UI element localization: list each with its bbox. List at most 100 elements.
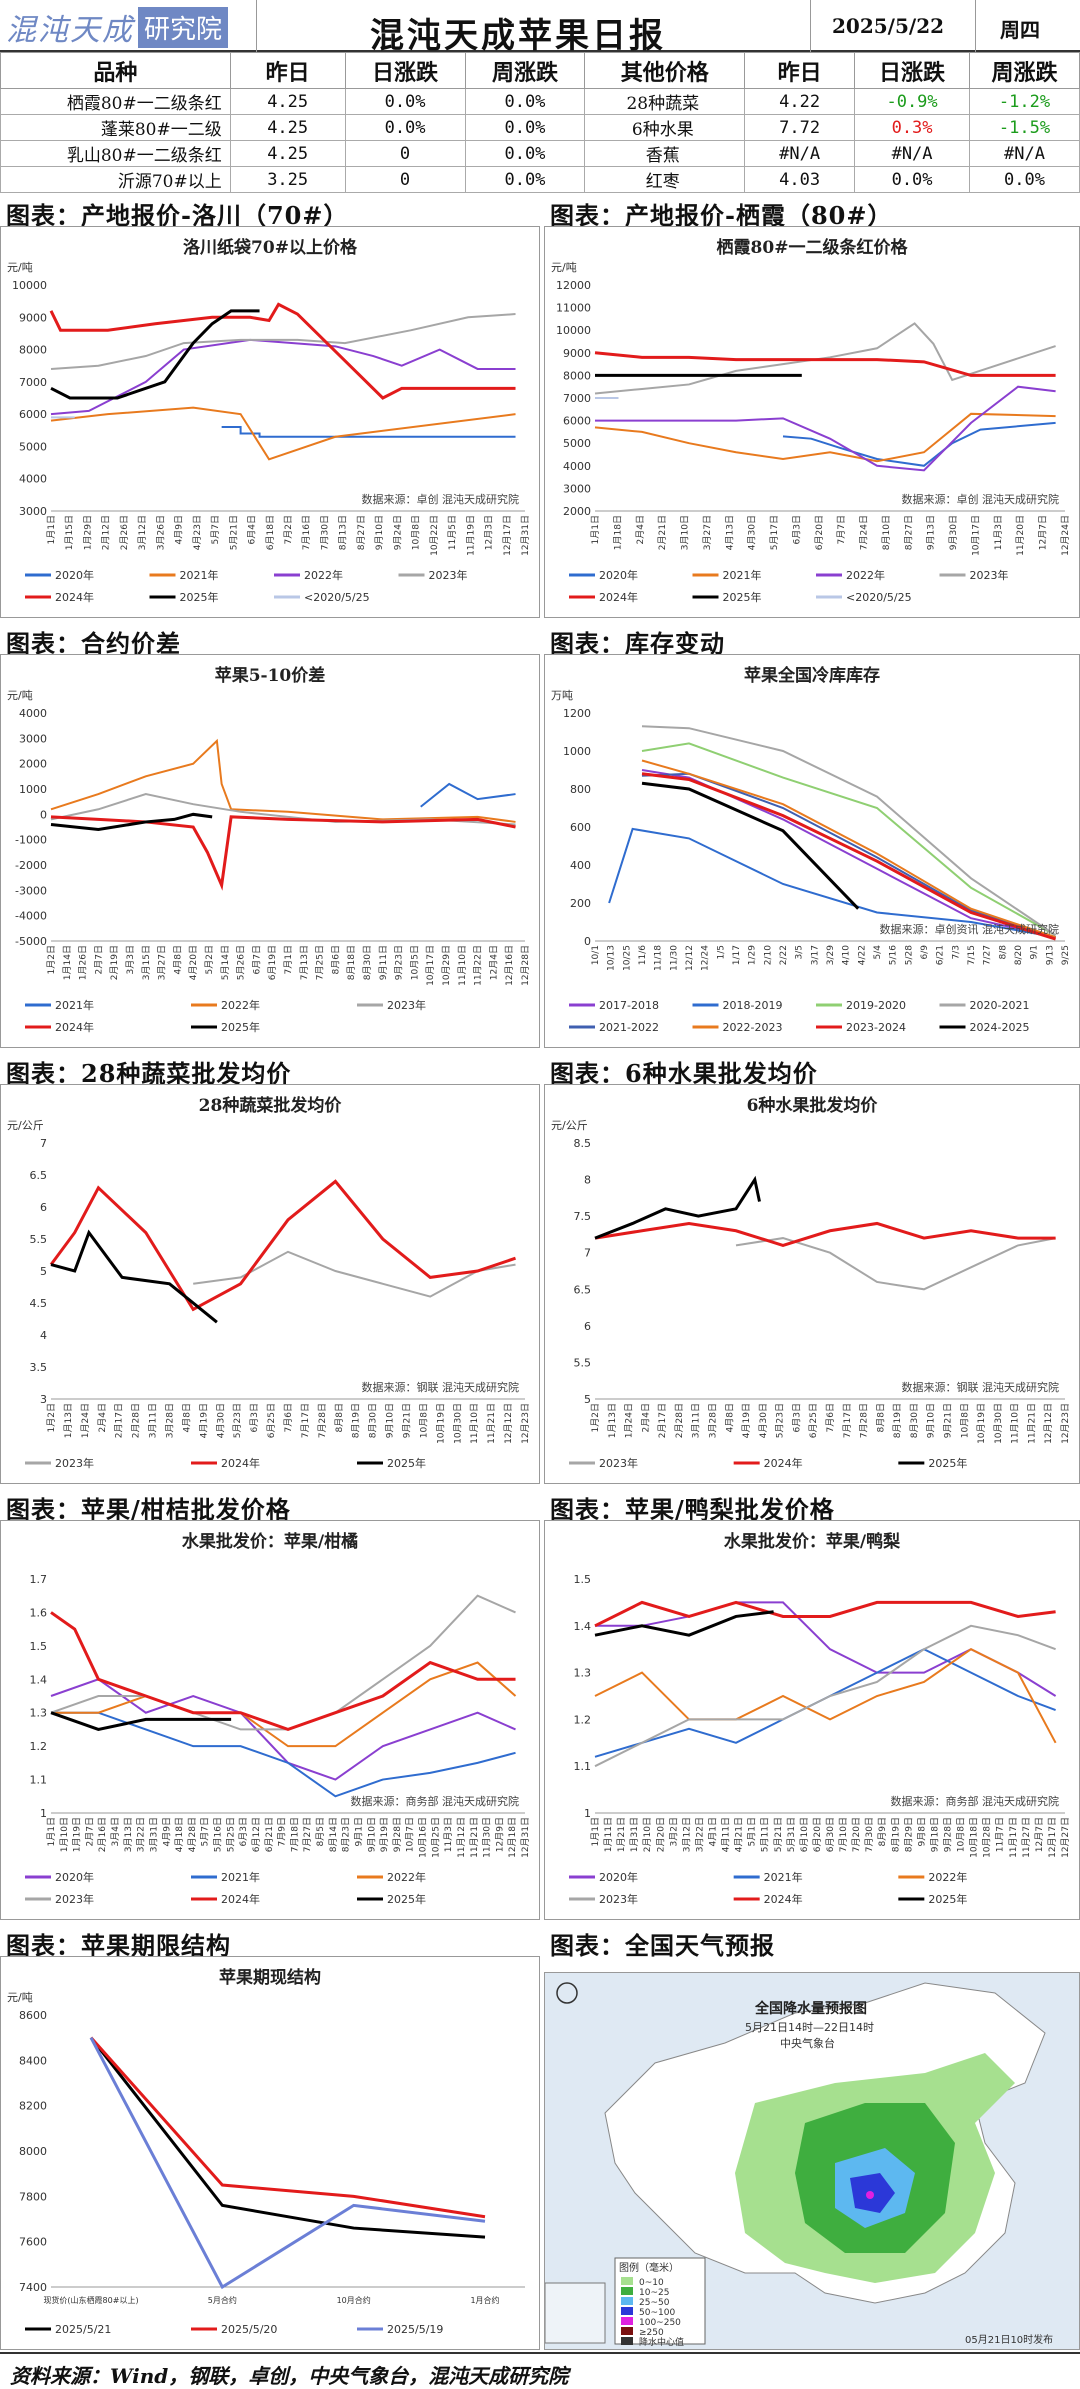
series-line bbox=[735, 1237, 1056, 1291]
x-tick-label: 7月7日 bbox=[836, 515, 847, 544]
x-tick-label: 2月21日 bbox=[657, 515, 668, 550]
logo-text: 混沌天成 bbox=[6, 13, 134, 48]
x-tick-label: 5月合约 bbox=[208, 2295, 237, 2305]
x-tick-label: 1/29 bbox=[748, 945, 758, 965]
legend-label: 2023年 bbox=[55, 1892, 94, 1906]
series-line bbox=[782, 421, 1056, 467]
x-tick-label: 11月5日 bbox=[447, 515, 458, 550]
series-line bbox=[641, 772, 1056, 939]
x-tick-label: 2/10 bbox=[763, 945, 773, 965]
series-line bbox=[594, 1624, 1056, 1768]
x-tick-label: 5月31日 bbox=[786, 1817, 797, 1852]
weather-map-svg: 全国降水量预报图 5月21日14时—22日14时 中央气象台 图例（毫米） 0~… bbox=[545, 1973, 1079, 2349]
x-tick-label: 3月27日 bbox=[157, 945, 168, 980]
map-agency: 中央气象台 bbox=[780, 2036, 835, 2050]
x-tick-label: 2月12日 bbox=[101, 515, 112, 550]
table-cell: 7.72 bbox=[744, 114, 856, 141]
legend-label: 2024年 bbox=[55, 590, 94, 604]
y-tick-label: 11000 bbox=[556, 302, 591, 315]
x-tick-label: 10/25 bbox=[622, 945, 632, 971]
y-tick-label: 1000 bbox=[563, 745, 591, 758]
x-tick-label: 12月9日 bbox=[494, 1817, 505, 1852]
x-tick-label: 4/22 bbox=[857, 945, 867, 965]
x-tick-label: 5月16日 bbox=[213, 1817, 224, 1852]
x-tick-label: 7月16日 bbox=[301, 515, 312, 550]
y-tick-label: 7000 bbox=[19, 376, 47, 389]
x-tick-label: 1月1日 bbox=[46, 515, 57, 544]
panel-title-vegetables: 图表：28种蔬菜批发均价 bbox=[6, 1059, 292, 1088]
legend-label: 2022年 bbox=[928, 1870, 967, 1884]
chart-source: 数据来源：商务部 混沌天成研究院 bbox=[351, 1794, 520, 1808]
series-line bbox=[50, 1229, 218, 1324]
x-tick-label: 12月7日 bbox=[1034, 1817, 1045, 1852]
legend-label: 2022年 bbox=[846, 568, 885, 582]
x-tick-label: 12月24日 bbox=[1060, 515, 1071, 556]
x-tick-label: 2月28日 bbox=[131, 1403, 142, 1438]
x-tick-label: 8月14日 bbox=[328, 1817, 339, 1852]
x-tick-label: 4月18日 bbox=[174, 1817, 185, 1852]
map-legend-title: 图例（毫米） bbox=[619, 2261, 679, 2274]
table-cell: 香蕉 bbox=[584, 140, 746, 167]
legend-label: 2020-2021 bbox=[970, 999, 1030, 1012]
y-tick-label: 6.5 bbox=[574, 1283, 592, 1296]
x-tick-label: 4月19日 bbox=[198, 1403, 209, 1438]
x-tick-label: 4月30日 bbox=[215, 1403, 226, 1438]
x-tick-label: 6月7日 bbox=[251, 945, 262, 974]
x-tick-label: 7月30日 bbox=[319, 515, 330, 550]
series-line bbox=[641, 772, 1057, 941]
y-tick-label: 2000 bbox=[19, 758, 47, 771]
legend-label: 2019-2020 bbox=[846, 999, 906, 1012]
table-cell: 红枣 bbox=[584, 166, 746, 193]
x-tick-label: 8月27日 bbox=[903, 515, 914, 550]
x-tick-label: 9月19日 bbox=[379, 1817, 390, 1852]
x-tick-label: 11月3日 bbox=[443, 1817, 454, 1852]
x-tick-label: 11月10日 bbox=[457, 945, 468, 986]
y-tick-label: 6.5 bbox=[30, 1169, 48, 1182]
series-line bbox=[594, 1648, 1056, 1758]
divider bbox=[256, 0, 257, 52]
x-tick-label: 9月10日 bbox=[385, 1403, 396, 1438]
y-tick-label: 9000 bbox=[19, 311, 47, 324]
series-line bbox=[193, 1250, 516, 1298]
x-tick-label: 10月22日 bbox=[429, 515, 440, 556]
x-tick-label: 4/10 bbox=[842, 945, 852, 965]
y-tick-label: 800 bbox=[570, 783, 591, 796]
x-tick-label: 4月9日 bbox=[161, 1817, 172, 1846]
x-tick-label: 12月4日 bbox=[488, 945, 499, 980]
x-tick-label: 2月16日 bbox=[97, 1817, 108, 1852]
y-tick-label: 3000 bbox=[563, 482, 591, 495]
y-tick-label: 1.5 bbox=[574, 1573, 592, 1586]
series-line bbox=[89, 2036, 486, 2219]
legend-label: 2024年 bbox=[764, 1456, 803, 1470]
y-tick-label: 1.6 bbox=[30, 1606, 48, 1619]
x-tick-label: 1月29日 bbox=[82, 515, 93, 550]
chart-unit: 元/吨 bbox=[551, 261, 577, 274]
table-cell: 0.0% bbox=[464, 114, 586, 141]
legend-label: 2025年 bbox=[723, 590, 762, 604]
panel-title-inventory: 图表：库存变动 bbox=[550, 629, 725, 658]
legend-label: 2021-2022 bbox=[599, 1021, 659, 1034]
y-tick-label: -5000 bbox=[15, 935, 47, 948]
series-line bbox=[595, 385, 1056, 472]
x-tick-label: 6月19日 bbox=[267, 945, 278, 980]
x-tick-label: 7月25日 bbox=[315, 945, 326, 980]
legend-label: 2024年 bbox=[55, 1020, 94, 1034]
x-tick-label: 6月3日 bbox=[249, 1403, 260, 1432]
y-tick-label: 600 bbox=[570, 821, 591, 834]
x-tick-label: 9月28日 bbox=[943, 1817, 954, 1852]
legend-label: 2024年 bbox=[599, 590, 638, 604]
chart-unit: 元/公斤 bbox=[551, 1119, 588, 1132]
table-cell: 4.22 bbox=[744, 88, 856, 115]
y-tick-label: 6000 bbox=[19, 408, 47, 421]
y-tick-label: 1.1 bbox=[30, 1774, 48, 1787]
series-line bbox=[594, 1175, 761, 1240]
column-header: 昨日 bbox=[229, 52, 346, 89]
table-cell: 栖霞80#一二级条红 bbox=[0, 88, 231, 115]
report-header: 混沌天成 研究院 混沌天成苹果日报 2025/5/22 周四 bbox=[0, 0, 1080, 56]
x-tick-label: 6月25日 bbox=[266, 1403, 277, 1438]
x-tick-label: 10月30日 bbox=[993, 1403, 1004, 1444]
